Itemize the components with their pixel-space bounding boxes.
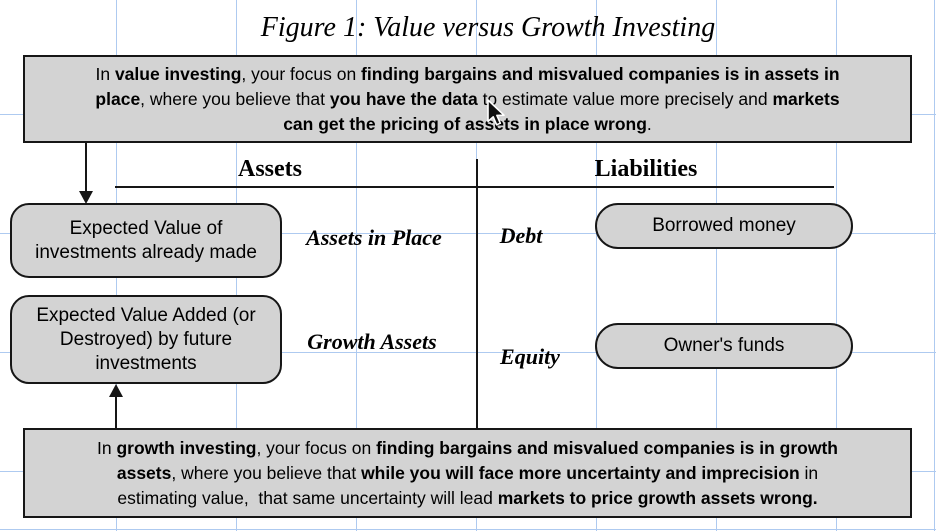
flow-arrow-down-line — [85, 143, 87, 192]
assets-header: Assets — [238, 156, 302, 182]
value-investing-note: In value investing, your focus on findin… — [23, 55, 912, 143]
note-line: estimating value, that same uncertainty … — [117, 487, 818, 508]
borrowed-money-box: Borrowed money — [595, 203, 853, 249]
flow-arrow-up-head — [109, 384, 123, 397]
note-line: In value investing, your focus on findin… — [95, 63, 840, 84]
note-line: assets, where you believe that while you… — [116, 462, 819, 483]
grid-line-bottom — [0, 529, 936, 530]
assets-in-place-box: Expected Value of investments already ma… — [10, 203, 282, 278]
header-underline — [115, 186, 834, 188]
grid-line-right — [934, 0, 935, 531]
note-line: place, where you believe that you have t… — [95, 88, 840, 109]
flow-arrow-down-head — [79, 191, 93, 204]
debt-label: Debt — [499, 223, 543, 248]
assets-in-place-label: Assets in Place — [306, 225, 442, 250]
growth-assets-box: Expected Value Added (or Destroyed) by f… — [10, 295, 282, 384]
owners-funds-box: Owner's funds — [595, 323, 853, 369]
figure-title: Figure 1: Value versus Growth Investing — [260, 12, 716, 43]
flow-arrow-up-line — [115, 396, 117, 428]
note-line: In growth investing, your focus on findi… — [96, 437, 838, 458]
growth-investing-note: In growth investing, your focus on findi… — [23, 428, 912, 518]
equity-label: Equity — [500, 344, 560, 369]
balance-sheet-divider — [476, 159, 478, 428]
growth-assets-label: Growth Assets — [307, 329, 437, 354]
mouse-cursor-icon — [487, 99, 505, 126]
liabilities-header: Liabilities — [594, 156, 698, 182]
note-line: can get the pricing of assets in place w… — [283, 113, 652, 134]
